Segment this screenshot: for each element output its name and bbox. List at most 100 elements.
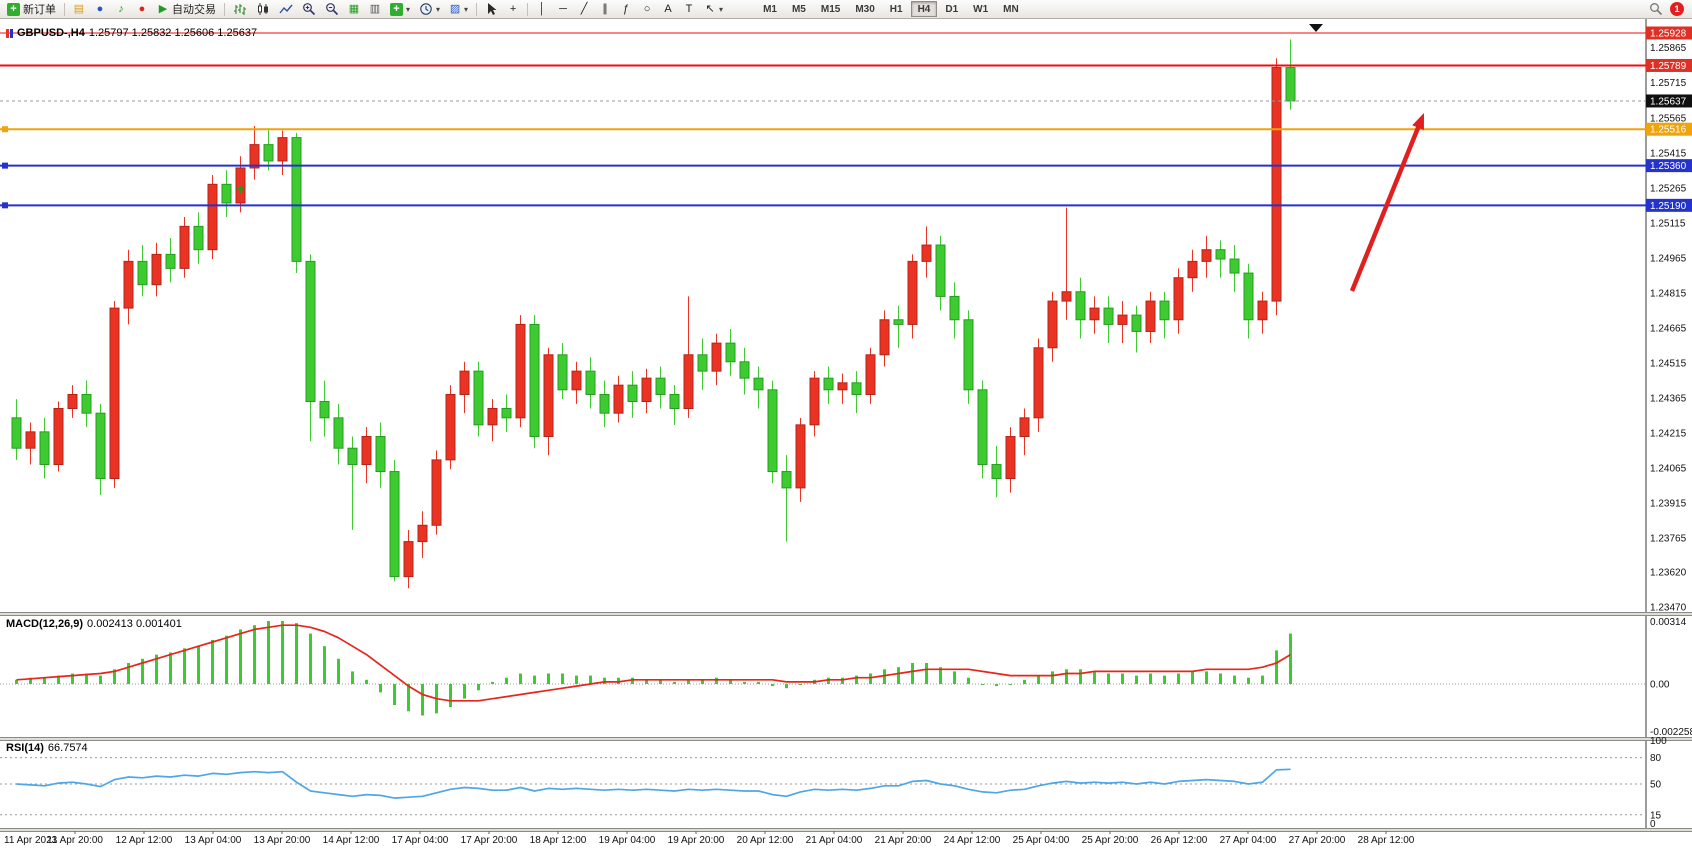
macd-histogram-bar (71, 673, 74, 684)
search-icon[interactable] (1649, 2, 1663, 16)
horizontal-line-button[interactable]: ─ (553, 1, 573, 18)
time-axis-label: 26 Apr 12:00 (1151, 835, 1208, 846)
chart-area[interactable]: 1.25865 1.25715 1.25565 1.25415 1.25265 1.251… (0, 19, 1692, 850)
macd-histogram-bar (729, 679, 732, 684)
rsi-axis-label: 15 (1650, 810, 1662, 821)
candle-body (221, 183, 232, 204)
price-axis-label: 1.23915 (1650, 499, 1687, 510)
macd-histogram-bar (827, 677, 830, 684)
macd-histogram-bar (169, 652, 172, 684)
panel-splitter[interactable] (0, 737, 1692, 741)
cursor-button[interactable] (481, 1, 502, 18)
macd-histogram-bar (939, 667, 942, 684)
notification-badge[interactable]: 1 (1670, 2, 1684, 16)
macd-histogram-bar (1023, 679, 1026, 684)
candle-body (25, 431, 36, 449)
macd-histogram-bar (617, 677, 620, 684)
timeframe-button-H1[interactable]: H1 (883, 1, 910, 17)
timeframe-button-M15[interactable]: M15 (814, 1, 847, 17)
macd-histogram-bar (925, 663, 928, 684)
arrows-tool-button[interactable]: ↖ ▾ (700, 1, 727, 18)
candle-body (557, 354, 568, 391)
macd-histogram-bar (659, 679, 662, 684)
candle-body (599, 393, 610, 414)
macd-histogram-bar (379, 684, 382, 693)
indicators-button[interactable]: + ▾ (386, 1, 414, 18)
sound-alerts-button[interactable]: ♪ (111, 1, 131, 18)
new-order-button[interactable]: + 新订单 (3, 1, 60, 18)
candlestick-chart[interactable]: 1.25865 1.25715 1.25565 1.25415 1.25265 1.251… (0, 19, 1692, 850)
candle-body (1089, 307, 1100, 321)
fibonacci-button[interactable]: ƒ (616, 1, 636, 18)
candle-body (1201, 249, 1212, 262)
macd-histogram-bar (715, 677, 718, 684)
templates-button[interactable]: ▨ ▾ (445, 1, 472, 18)
time-axis-label: 19 Apr 20:00 (668, 835, 725, 846)
timeframe-button-MN[interactable]: MN (996, 1, 1026, 17)
line-handle[interactable] (2, 126, 8, 133)
price-tag-label: 1.25360 (1650, 161, 1687, 172)
channel-button[interactable]: ∥ (595, 1, 615, 18)
timeframe-button-W1[interactable]: W1 (966, 1, 995, 17)
vertical-line-button[interactable]: │ (532, 1, 552, 18)
candle-body (81, 393, 92, 414)
line-handle[interactable] (2, 202, 8, 209)
timeframe-button-M5[interactable]: M5 (785, 1, 813, 17)
text-button[interactable]: A (658, 1, 678, 18)
time-axis-label: 27 Apr 20:00 (1289, 835, 1346, 846)
macd-histogram-bar (197, 646, 200, 684)
candle-body (249, 144, 260, 169)
macd-signal-line (16, 624, 1291, 702)
price-axis-label: 1.24665 (1650, 323, 1687, 334)
account-button[interactable]: ● (90, 1, 110, 18)
candle-body (1047, 300, 1058, 349)
chart-background (0, 19, 1692, 850)
candle-body (473, 370, 484, 426)
crosshair-button[interactable]: + (503, 1, 523, 18)
candle-body (515, 323, 526, 419)
price-tag (1646, 58, 1692, 72)
auto-trading-button[interactable]: ▶ 自动交易 (153, 1, 220, 18)
arrange-windows-button[interactable]: ▥ (365, 1, 385, 18)
candle-body (795, 424, 806, 489)
timeframe-button-M30[interactable]: M30 (848, 1, 881, 17)
line-chart-button[interactable] (275, 1, 297, 18)
trendline-button[interactable]: ╱ (574, 1, 594, 18)
time-axis-label: 11 Apr 2023 (4, 835, 58, 846)
macd-histogram-bar (407, 684, 410, 712)
time-axis-label: 28 Apr 12:00 (1358, 835, 1415, 846)
candle-body (949, 295, 960, 321)
bar-chart-button[interactable] (229, 1, 251, 18)
chart-shift-marker[interactable] (1309, 24, 1323, 32)
zoom-out-button[interactable] (321, 1, 343, 18)
macd-histogram-bar (953, 671, 956, 684)
profiles-button[interactable]: ▤ (69, 1, 89, 18)
macd-histogram-bar (141, 658, 144, 684)
macd-histogram-bar (561, 673, 564, 684)
timeframe-button-H4[interactable]: H4 (910, 1, 938, 17)
timeframe-button-D1[interactable]: D1 (938, 1, 965, 17)
zoom-in-button[interactable] (298, 1, 320, 18)
candle-body (39, 431, 50, 466)
candlestick-chart-button[interactable] (252, 1, 274, 18)
timeframe-button-M1[interactable]: M1 (756, 1, 784, 17)
macd-histogram-bar (897, 667, 900, 684)
text-label-button[interactable]: T (679, 1, 699, 18)
line-handle[interactable] (2, 162, 8, 169)
macd-histogram-bar (295, 623, 298, 684)
tile-windows-button[interactable]: ▦ (344, 1, 364, 18)
macd-axis-label: -0.002258 (1650, 727, 1692, 738)
record-button[interactable]: ● (132, 1, 152, 18)
arrow-annotation-head[interactable] (1412, 113, 1424, 130)
candle-body (1243, 272, 1254, 321)
panel-splitter[interactable] (0, 828, 1692, 832)
candle-body (375, 436, 386, 473)
time-axis-label: 25 Apr 04:00 (1013, 835, 1070, 846)
vertical-line-icon: │ (538, 3, 546, 15)
time-axis-label: 24 Apr 12:00 (944, 835, 1001, 846)
panel-splitter[interactable] (0, 612, 1692, 616)
macd-histogram-bar (43, 677, 46, 684)
periods-button[interactable]: ▾ (415, 1, 444, 18)
arrow-annotation-shaft[interactable] (1349, 120, 1423, 292)
shapes-button[interactable]: ○ (637, 1, 657, 18)
